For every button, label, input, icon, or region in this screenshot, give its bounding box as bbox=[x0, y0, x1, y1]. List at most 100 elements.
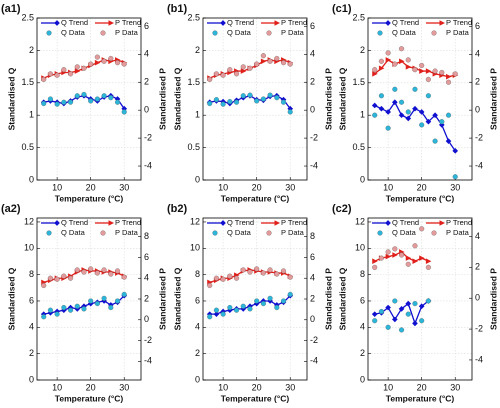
q-data-point bbox=[398, 99, 405, 105]
legend-label: P Data bbox=[446, 228, 470, 237]
y2-tick-label: 0 bbox=[144, 105, 149, 115]
p-trend-marker bbox=[446, 73, 452, 80]
p-data-point bbox=[81, 269, 87, 275]
plot-frame bbox=[367, 17, 473, 181]
p-trend-marker bbox=[385, 253, 392, 260]
q-data-point bbox=[412, 86, 418, 92]
q-data-point bbox=[220, 101, 226, 107]
p-data-point bbox=[280, 60, 287, 66]
q-data-point bbox=[385, 125, 391, 131]
p-data-point bbox=[220, 72, 226, 78]
q-data-point bbox=[392, 298, 398, 304]
y-tick-label: 2 bbox=[29, 348, 34, 358]
y2-tick-label: 6 bbox=[310, 252, 315, 262]
p-data-point bbox=[213, 275, 219, 281]
p-data-point bbox=[114, 268, 121, 274]
x-tick-label: 30 bbox=[119, 182, 129, 192]
p-data-point bbox=[227, 67, 233, 73]
q-data-point bbox=[398, 327, 405, 333]
q-data-point bbox=[61, 99, 67, 105]
y2-tick-label: -2 bbox=[310, 335, 318, 345]
x-axis-label: Temperature (°C) bbox=[55, 193, 124, 203]
legend-label: Q Trend bbox=[61, 18, 88, 27]
p-data-point bbox=[54, 72, 60, 78]
p-data-point bbox=[432, 68, 438, 74]
y-tick-label: 2 bbox=[195, 348, 200, 358]
p-data-point bbox=[41, 282, 47, 289]
y-tick-label: 1.5 bbox=[352, 77, 365, 87]
y-tick-label: 0 bbox=[29, 174, 34, 184]
p-trend-marker bbox=[412, 258, 418, 264]
q-trend-marker bbox=[220, 20, 226, 26]
p-data-point bbox=[61, 273, 67, 279]
p-data-point bbox=[405, 261, 411, 267]
q-data-point bbox=[372, 112, 378, 118]
q-data-point bbox=[41, 100, 47, 107]
plot-frame bbox=[367, 217, 473, 381]
plot-frame bbox=[36, 17, 142, 181]
p-trend-marker bbox=[419, 68, 425, 74]
q-data-point bbox=[207, 314, 213, 320]
y-tick-label: 2.5 bbox=[352, 12, 365, 22]
p-data-point bbox=[445, 79, 452, 85]
x-axis-label: Temperature (°C) bbox=[55, 393, 124, 403]
q-data-point bbox=[412, 301, 418, 307]
p-data-point bbox=[114, 60, 121, 66]
p-trend-marker bbox=[405, 64, 412, 70]
p-data-point bbox=[280, 268, 287, 274]
q-data-point bbox=[67, 99, 74, 105]
q-data-point bbox=[108, 305, 114, 311]
y2-tick-label: -2 bbox=[475, 323, 483, 333]
q-data-point bbox=[254, 98, 260, 104]
p-data-point bbox=[267, 267, 273, 273]
panel-title: (c1) bbox=[332, 3, 352, 15]
q-trend-marker bbox=[371, 102, 378, 109]
x-tick-label: 10 bbox=[218, 382, 228, 392]
y-tick-label: 2.5 bbox=[21, 12, 34, 22]
y2-tick-label: -2 bbox=[310, 132, 318, 142]
p-data-point bbox=[398, 46, 405, 52]
q-data-point bbox=[67, 307, 74, 313]
q-data-point bbox=[81, 306, 87, 312]
y-tick-label: 2 bbox=[29, 45, 34, 55]
q-data-point bbox=[94, 96, 100, 102]
q-data-point bbox=[267, 295, 273, 301]
p-data-point bbox=[392, 246, 398, 252]
x-tick-label: 30 bbox=[285, 382, 295, 392]
q-data-point bbox=[54, 311, 60, 317]
q-trend-marker bbox=[432, 112, 438, 119]
legend-label: Q Data bbox=[227, 228, 252, 237]
p-data-point bbox=[233, 275, 240, 281]
y-tick-label: 8 bbox=[195, 269, 200, 279]
p-data-point bbox=[94, 270, 100, 276]
p-data-point bbox=[274, 271, 280, 277]
p-data-point bbox=[207, 282, 213, 289]
q-trend-marker bbox=[392, 316, 398, 323]
y2-tick-label: -4 bbox=[144, 356, 152, 366]
y2-axis-label: Standardised P bbox=[488, 268, 498, 330]
q-data-point bbox=[425, 93, 431, 99]
q-trend-marker bbox=[385, 20, 391, 26]
p-data-point bbox=[392, 61, 398, 67]
q-data-point bbox=[46, 230, 52, 236]
q-data-point bbox=[247, 92, 253, 98]
p-trend-marker bbox=[372, 71, 378, 77]
p-data-point bbox=[419, 226, 425, 232]
p-data-point bbox=[47, 275, 53, 281]
q-data-point bbox=[452, 174, 458, 180]
x-axis-label: Temperature (°C) bbox=[386, 193, 455, 203]
q-trend-marker bbox=[398, 306, 405, 312]
legend-label: Q Data bbox=[227, 28, 252, 37]
p-data-point bbox=[227, 273, 233, 279]
y-tick-label: 1.5 bbox=[21, 77, 34, 87]
p-data-point bbox=[74, 267, 80, 273]
y-tick-label: 6 bbox=[29, 295, 34, 305]
q-trend-marker bbox=[385, 304, 391, 311]
plot-frame bbox=[36, 217, 142, 381]
q-data-point bbox=[419, 122, 425, 128]
p-data-point bbox=[372, 264, 378, 270]
y2-tick-label: -4 bbox=[475, 160, 483, 170]
q-data-point bbox=[47, 96, 53, 102]
legend-label: P Trend bbox=[115, 18, 141, 27]
q-trend-marker bbox=[452, 148, 459, 154]
